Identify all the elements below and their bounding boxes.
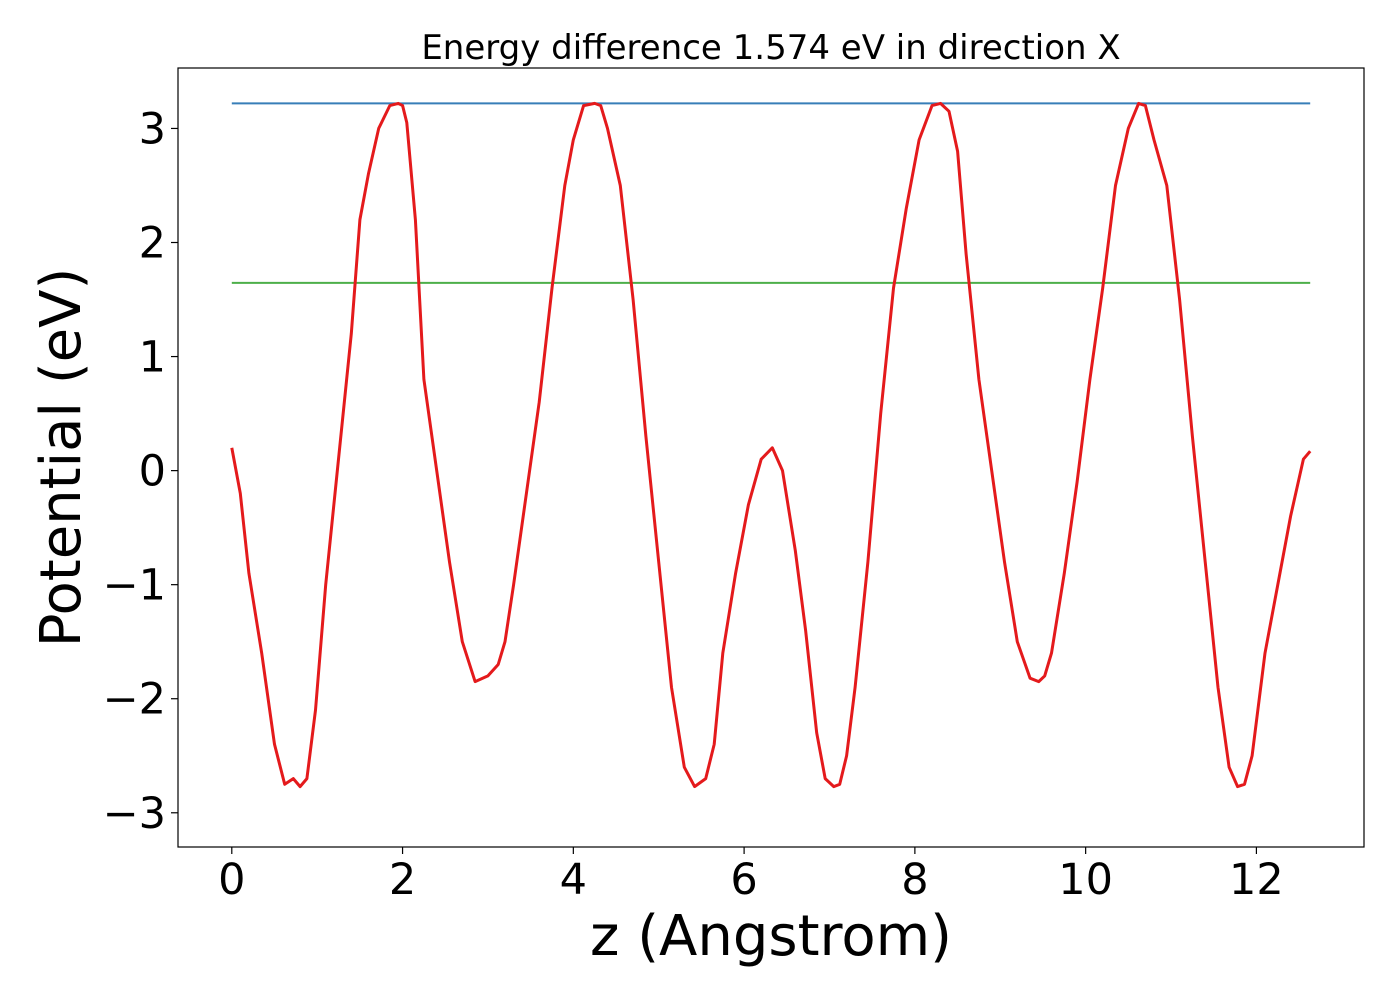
x-tick-label: 0 — [218, 855, 245, 905]
x-axis-ticks: 0 2 4 6 8 10 12 — [218, 847, 1284, 905]
x-axis-label: z (Angstrom) — [590, 904, 952, 969]
y-axis-ticks: −3 −2 −1 0 1 2 3 — [103, 104, 178, 839]
x-tick-label: 4 — [560, 855, 587, 905]
y-tick-label: −3 — [103, 789, 166, 839]
x-tick-label: 12 — [1229, 855, 1284, 905]
y-axis-label: Potential (eV) — [29, 268, 94, 648]
y-tick-label: 3 — [139, 104, 166, 154]
y-tick-label: −1 — [103, 561, 166, 611]
y-tick-label: 1 — [139, 333, 166, 383]
plot-lines — [230, 101, 1312, 789]
x-tick-label: 6 — [730, 855, 757, 905]
y-tick-label: −2 — [103, 675, 166, 725]
series-line-0 — [230, 101, 1312, 789]
x-tick-label: 2 — [389, 855, 416, 905]
plot-frame — [177, 67, 1365, 848]
x-tick-label: 8 — [901, 855, 928, 905]
chart-title: Energy difference 1.574 eV in direction … — [421, 28, 1120, 68]
y-tick-label: 0 — [139, 447, 166, 497]
y-tick-label: 2 — [139, 219, 166, 269]
x-tick-label: 10 — [1058, 855, 1113, 905]
